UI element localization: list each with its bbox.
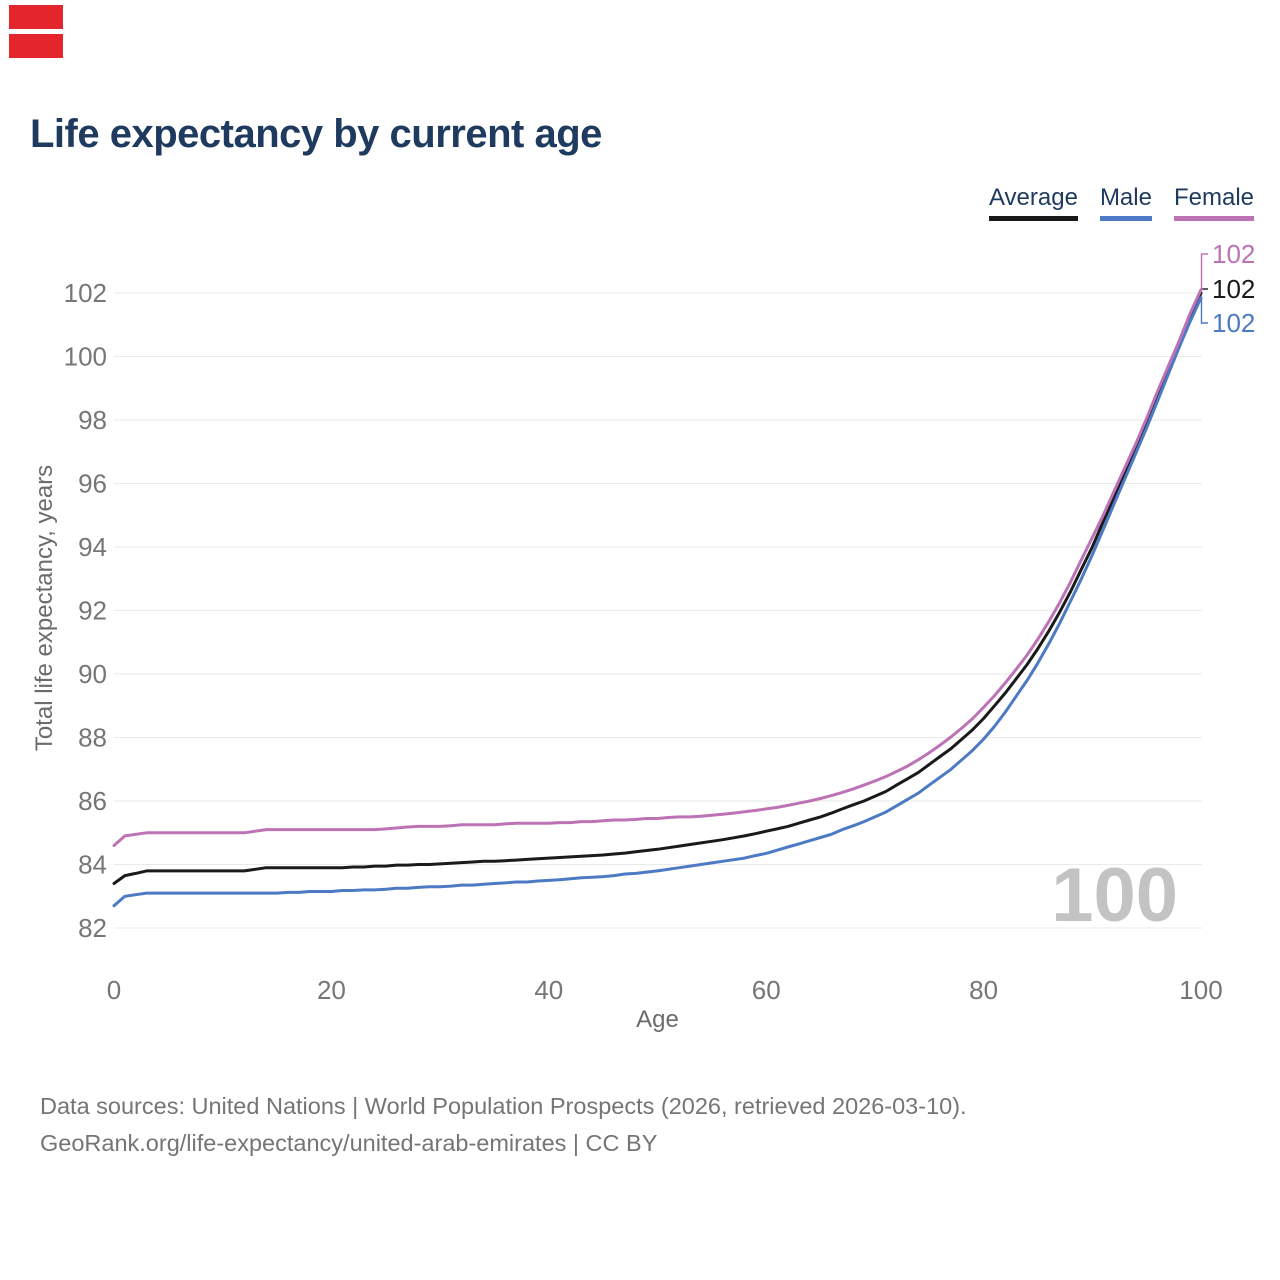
legend-item-average[interactable]: Average: [988, 184, 1078, 221]
y-tick-label: 88: [78, 723, 107, 753]
end-label-connector-female: [1200, 253, 1208, 290]
legend-item-female[interactable]: Female: [1173, 184, 1254, 221]
flag-stripe-bottom: [9, 34, 63, 58]
y-tick-label: 102: [64, 278, 107, 308]
y-tick-label: 92: [78, 596, 107, 626]
x-tick-label: 100: [1179, 975, 1222, 1005]
data-sources-line: Data sources: United Nations | World Pop…: [40, 1093, 967, 1119]
series-end-label-male: 102: [1212, 308, 1255, 338]
y-tick-label: 84: [78, 850, 107, 880]
y-tick-label: 86: [78, 786, 107, 816]
y-tick-label: 82: [78, 913, 107, 943]
flag-icon: [9, 5, 63, 58]
series-line-average[interactable]: [112, 291, 1203, 885]
series-line-female[interactable]: [112, 288, 1203, 847]
y-axis-title: Total life expectancy, years: [31, 465, 58, 751]
flag-stripe-top: [9, 5, 63, 29]
y-tick-label: 98: [78, 405, 107, 435]
legend: Average Male Female: [988, 184, 1254, 221]
page-title: Life expectancy by current age: [30, 112, 602, 156]
series-line-male[interactable]: [112, 296, 1203, 908]
georank-url-line: GeoRank.org/life-expectancy/united-arab-…: [40, 1130, 658, 1156]
y-tick-label: 94: [78, 532, 107, 562]
y-tick-label: 100: [64, 342, 107, 372]
series-end-label-female: 102: [1212, 239, 1255, 269]
x-tick-label: 40: [534, 975, 563, 1005]
source-attribution: Data sources: United Nations | World Pop…: [40, 1088, 967, 1162]
x-tick-label: 20: [317, 975, 346, 1005]
end-label-connector-male: [1200, 297, 1208, 324]
watermark: 100: [1051, 853, 1178, 938]
x-tick-label: 80: [969, 975, 998, 1005]
x-tick-label: 0: [107, 975, 121, 1005]
legend-item-male[interactable]: Male: [1099, 184, 1152, 221]
series-end-label-average: 102: [1212, 274, 1255, 304]
y-tick-label: 90: [78, 659, 107, 689]
y-tick-label: 96: [78, 469, 107, 499]
x-tick-label: 60: [752, 975, 781, 1005]
x-axis-title: Age: [636, 1006, 679, 1033]
